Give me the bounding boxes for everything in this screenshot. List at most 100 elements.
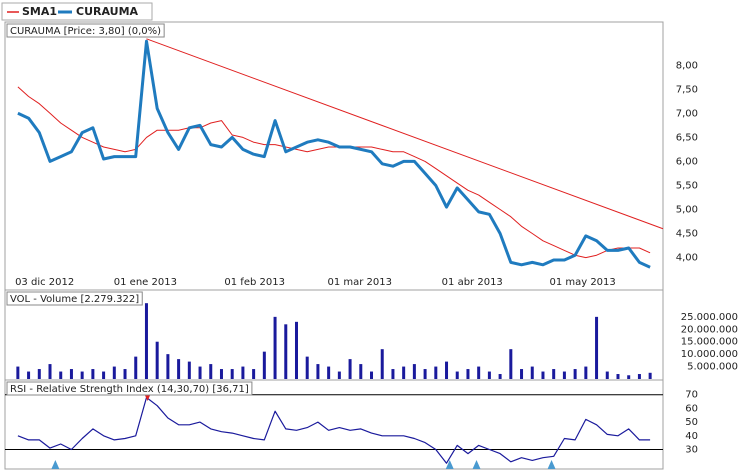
volume-bar [530, 366, 534, 379]
volume-bar [48, 364, 52, 379]
volume-bar [327, 366, 331, 379]
volume-bar [445, 361, 449, 379]
volume-bar [252, 369, 256, 379]
volume-bar [562, 371, 566, 379]
volume-bar [359, 364, 363, 379]
x-tick-label: 01 may 2013 [549, 277, 615, 288]
legend-label: CURAUMA [76, 5, 139, 18]
volume-bar [584, 366, 588, 379]
volume-bar [262, 351, 266, 379]
volume-bar [627, 375, 631, 379]
y-tick-label: 50 [685, 417, 698, 428]
panel-title-box [6, 291, 143, 306]
volume-bar [144, 303, 148, 379]
volume-bar [348, 359, 352, 379]
volume-bar [134, 356, 138, 379]
volume-bar [552, 369, 556, 379]
volume-bar [380, 349, 384, 379]
volume-bar [423, 369, 427, 379]
volume-bar [230, 369, 234, 379]
y-tick-label: 30 [685, 444, 698, 455]
volume-bar [648, 372, 652, 379]
signal-marker [51, 460, 60, 469]
volume-bar [595, 316, 599, 379]
y-tick-label: 40 [685, 431, 698, 442]
volume-bar [391, 369, 395, 379]
volume-bar [273, 316, 277, 379]
volume-bar [487, 371, 491, 379]
volume-bar [541, 371, 545, 379]
volume-bar [241, 366, 245, 379]
volume-bar [102, 371, 106, 379]
y-tick-label: 25.000.000 [681, 312, 738, 323]
trend-line [146, 38, 664, 230]
volume-bar [509, 349, 513, 379]
panel-title-box [6, 23, 165, 38]
volume-bar [477, 366, 481, 379]
volume-bar [155, 341, 159, 379]
series-line [17, 39, 651, 269]
volume-bar [520, 369, 524, 379]
volume-bar [80, 371, 84, 379]
legend-label: SMA1 [22, 5, 57, 18]
volume-bar [637, 374, 641, 379]
volume-bar [294, 321, 298, 379]
volume-bar [37, 369, 41, 379]
y-tick-label: 7,50 [676, 84, 698, 95]
series-line [17, 86, 651, 259]
y-tick-label: 5,00 [676, 205, 698, 216]
x-tick-label: 01 mar 2013 [327, 277, 392, 288]
signal-marker [547, 460, 556, 469]
volume-bar [123, 369, 127, 379]
volume-bar [177, 359, 181, 379]
panel-title: CURAUMA [Price: 3,80] (0,0%) [10, 26, 161, 37]
volume-bar [187, 361, 191, 379]
volume-bar [573, 369, 577, 379]
volume-bar [59, 371, 63, 379]
volume-bar [337, 371, 341, 379]
y-tick-label: 20.000.000 [681, 324, 738, 335]
volume-bar [305, 356, 309, 379]
volume-bar [455, 371, 459, 379]
y-tick-label: 6,00 [676, 156, 698, 167]
volume-bar [466, 369, 470, 379]
volume-bar [605, 371, 609, 379]
x-tick-label: 01 feb 2013 [224, 277, 285, 288]
volume-bar [498, 374, 502, 379]
volume-bar [284, 324, 288, 379]
y-tick-label: 5.000.000 [687, 362, 738, 373]
volume-bar [69, 369, 73, 379]
y-tick-label: 60 [685, 403, 698, 414]
signal-marker [445, 460, 454, 469]
x-tick-label: 01 abr 2013 [442, 277, 503, 288]
volume-bar [198, 366, 202, 379]
volume-bar [219, 369, 223, 379]
series-line [17, 396, 651, 464]
volume-bar [209, 364, 213, 379]
y-tick-label: 10.000.000 [681, 349, 738, 360]
y-tick-label: 4,00 [676, 253, 698, 264]
y-tick-label: 15.000.000 [681, 337, 738, 348]
panel-title: VOL - Volume [2.279.322] [10, 294, 139, 305]
y-tick-label: 8,00 [676, 60, 698, 71]
volume-bar [616, 374, 620, 379]
volume-bar [166, 354, 170, 379]
signal-marker [472, 460, 481, 469]
volume-bar [434, 366, 438, 379]
volume-bar [402, 366, 406, 379]
y-tick-label: 70 [685, 390, 698, 401]
y-tick-label: 5,50 [676, 180, 698, 191]
x-tick-label: 01 ene 2013 [114, 277, 177, 288]
legend-box [1, 2, 153, 21]
volume-bar [91, 369, 95, 379]
y-tick-label: 6,50 [676, 132, 698, 143]
y-tick-label: 7,00 [676, 108, 698, 119]
y-tick-label: 4,50 [676, 229, 698, 240]
volume-bar [412, 364, 416, 379]
volume-bar [16, 366, 20, 379]
volume-bar [370, 371, 374, 379]
panel-title-box [6, 381, 253, 396]
x-tick-label: 03 dic 2012 [15, 277, 74, 288]
